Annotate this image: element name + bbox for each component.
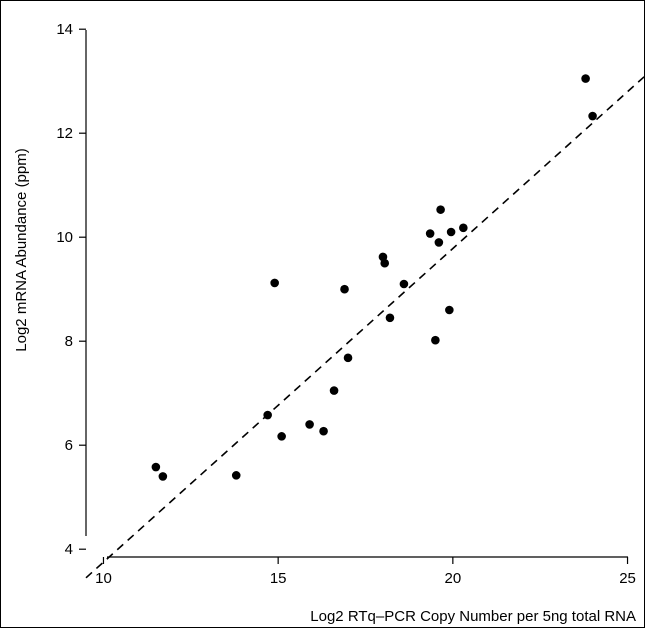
data-point (380, 258, 390, 268)
data-point (446, 227, 456, 237)
data-point (434, 238, 444, 247)
y-tick-label: 14 (56, 21, 73, 38)
axes (85, 30, 628, 558)
data-point (581, 74, 590, 83)
data-point (263, 410, 272, 420)
data-point (305, 420, 314, 429)
y-ticks: 4 6 8 10 12 14 (56, 21, 86, 558)
data-point (270, 278, 279, 288)
data-point (343, 353, 353, 363)
data-point (399, 279, 409, 289)
data-point (431, 335, 440, 345)
y-tick-label: 4 (65, 541, 73, 558)
x-tick-label: 20 (445, 570, 462, 587)
y-tick-label: 12 (56, 125, 73, 142)
data-point (158, 472, 168, 481)
y-axis-label: Log2 mRNA Abundance (ppm) (13, 148, 30, 351)
data-point (277, 432, 286, 441)
data-point (436, 205, 445, 214)
data-point (445, 305, 454, 315)
y-tick-label: 8 (65, 333, 73, 350)
x-ticks: 10 15 20 25 (95, 557, 636, 587)
data-point (425, 229, 435, 238)
data-point (151, 462, 161, 472)
data-point (329, 386, 339, 395)
data-point (319, 426, 328, 436)
data-point (340, 284, 349, 294)
x-tick-label: 15 (270, 570, 287, 587)
data-point (588, 111, 597, 121)
x-tick-label: 25 (619, 570, 636, 587)
data-point (385, 313, 395, 323)
data-point (231, 471, 241, 480)
x-tick-label: 10 (95, 570, 112, 587)
x-axis-label: Log2 RTq–PCR Copy Number per 5ng total R… (310, 608, 636, 625)
y-tick-label: 6 (65, 437, 73, 454)
y-tick-label: 10 (56, 229, 73, 246)
data-point (459, 223, 468, 233)
data-points (151, 74, 597, 481)
